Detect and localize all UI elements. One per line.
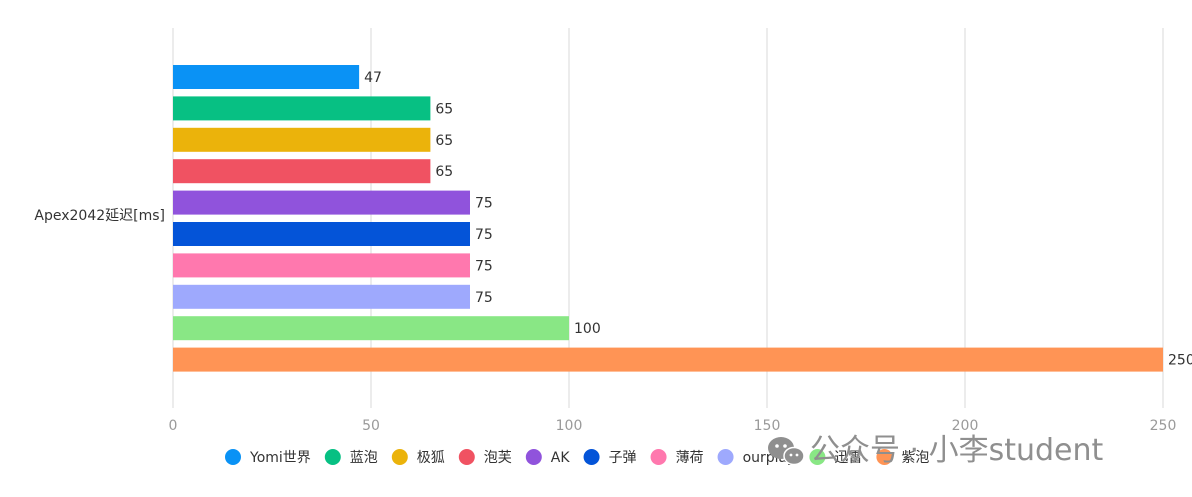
data-label: 100 <box>574 321 601 337</box>
legend-label: 薄荷 <box>676 450 704 466</box>
legend-item[interactable]: AK <box>525 449 571 466</box>
legend-label: AK <box>551 450 571 466</box>
legend-marker <box>391 449 408 465</box>
bar <box>173 253 470 278</box>
x-tick-label: 150 <box>754 418 781 434</box>
legend-item[interactable]: 薄荷 <box>650 449 704 466</box>
bar <box>173 96 431 121</box>
bars <box>173 65 1163 372</box>
legend-label: 迅雷 <box>834 450 862 466</box>
x-tick-label: 200 <box>952 418 979 434</box>
x-tick-label: 250 <box>1150 418 1177 434</box>
legend-item[interactable]: Yomi世界 <box>225 449 311 466</box>
x-axis-ticks: 0 50 100 150 200 250 <box>169 418 1177 434</box>
legend-marker <box>876 449 893 465</box>
legend: Yomi世界 蓝泡 极狐 泡芙 AK 子弹 薄荷 ourplay 迅雷 紫泡 <box>225 449 929 466</box>
data-label: 65 <box>435 133 453 149</box>
category-label: Apex2042延迟[ms] <box>34 208 165 224</box>
legend-marker <box>525 449 542 465</box>
bar <box>173 222 470 246</box>
legend-marker <box>717 449 734 465</box>
data-label: 250 <box>1168 353 1192 369</box>
legend-marker <box>650 449 667 465</box>
x-tick-label: 100 <box>556 418 583 434</box>
bar <box>173 65 360 89</box>
bar <box>173 316 569 341</box>
legend-item[interactable]: 蓝泡 <box>324 449 378 466</box>
legend-marker <box>458 449 475 465</box>
bar <box>173 347 1163 372</box>
data-label: 75 <box>475 290 493 306</box>
legend-item[interactable]: 极狐 <box>391 449 445 466</box>
legend-marker <box>324 449 341 465</box>
grid-lines <box>172 28 1164 408</box>
data-label: 75 <box>475 227 493 243</box>
x-tick-label: 50 <box>362 418 380 434</box>
legend-label: 蓝泡 <box>350 450 378 466</box>
bar <box>173 284 470 309</box>
data-label: 47 <box>364 70 382 86</box>
legend-item[interactable]: 紫泡 <box>876 449 929 466</box>
legend-item[interactable]: 迅雷 <box>809 449 862 466</box>
legend-item[interactable]: 泡芙 <box>458 449 512 466</box>
data-label: 75 <box>475 196 493 212</box>
legend-item[interactable]: 子弹 <box>583 449 637 466</box>
legend-label: Yomi世界 <box>249 450 311 466</box>
watermark-text: 公众号 · 小李student <box>810 433 1104 468</box>
data-label: 75 <box>475 258 493 274</box>
bar <box>173 159 431 184</box>
legend-marker <box>225 449 241 465</box>
legend-marker <box>809 449 826 465</box>
bar <box>173 127 431 152</box>
wechat-icon <box>768 437 805 466</box>
legend-marker <box>583 449 600 465</box>
data-labels: 47 65 65 65 75 75 75 75 100 250 <box>364 70 1192 369</box>
legend-label: 子弹 <box>609 450 637 466</box>
legend-label: 紫泡 <box>901 450 929 466</box>
legend-label: 泡芙 <box>484 449 512 466</box>
data-label: 65 <box>435 101 453 117</box>
data-label: 65 <box>435 164 453 180</box>
legend-label: 极狐 <box>417 450 445 466</box>
bar <box>173 190 470 215</box>
watermark: 公众号 · 小李student <box>768 433 1104 468</box>
x-tick-label: 0 <box>169 418 178 434</box>
